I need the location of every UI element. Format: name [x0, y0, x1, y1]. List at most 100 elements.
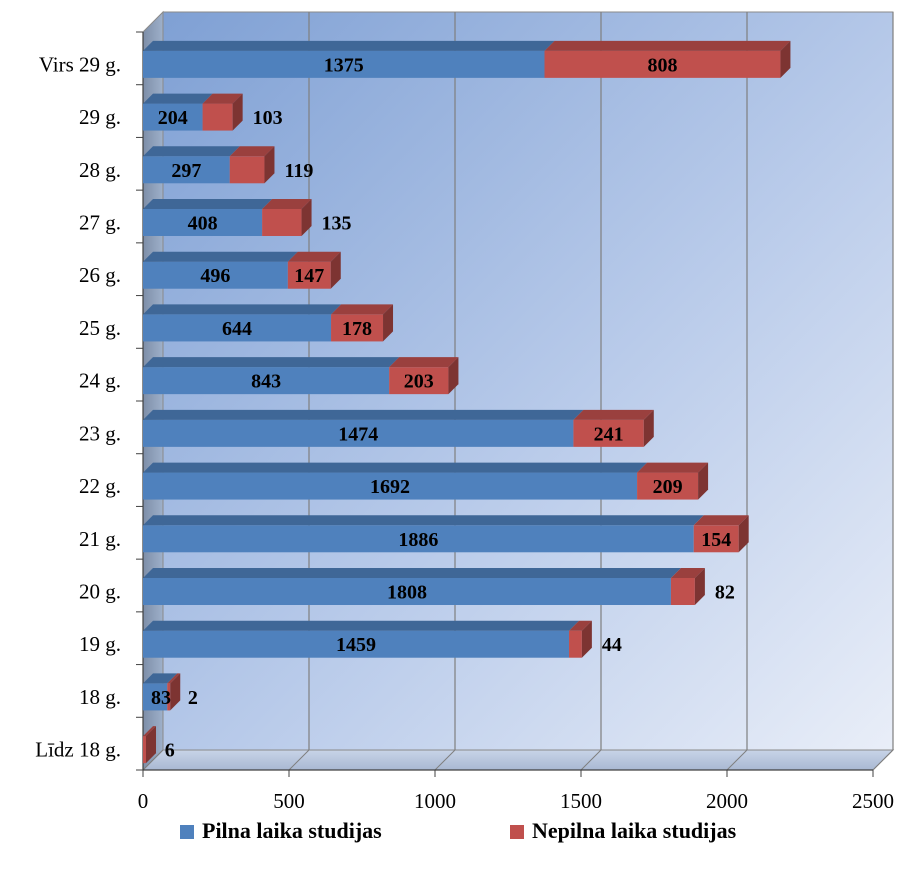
bar-front — [331, 314, 384, 342]
data-label-part-time: 209 — [653, 476, 683, 498]
x-tick-label: 0 — [138, 789, 149, 813]
data-label-full-time: 204 — [158, 107, 188, 129]
data-label-full-time: 1474 — [338, 423, 378, 445]
bar-side — [448, 357, 459, 395]
data-label-part-time: 44 — [602, 634, 622, 656]
bar-top — [573, 409, 654, 420]
data-label-full-time: 1886 — [398, 529, 438, 551]
bar-front — [143, 156, 230, 184]
data-label-full-time: 843 — [251, 371, 281, 393]
bar-front — [143, 209, 263, 236]
bar-segment-full-time — [143, 199, 273, 236]
bar-front — [389, 367, 449, 395]
bar-front — [262, 209, 302, 236]
x-tick-label: 2500 — [852, 789, 894, 813]
bar-front — [544, 50, 781, 78]
bar-top — [143, 673, 178, 684]
bar-front — [693, 525, 739, 553]
bar-segment-part-time — [544, 40, 791, 78]
bar-segment-full-time — [143, 251, 298, 289]
category-label: 23 g. — [79, 421, 121, 445]
bar-side — [643, 409, 654, 447]
legend: Pilna laika studijas Nepilna laika studij… — [180, 818, 737, 843]
bar-top — [143, 726, 156, 737]
data-label-full-time: 1459 — [336, 634, 376, 656]
bar-segment-part-time — [229, 146, 275, 184]
bar-segment-full-time — [143, 673, 178, 711]
data-label-part-time: 82 — [715, 582, 735, 604]
bar-top — [569, 620, 592, 631]
bar-segment-part-time — [637, 462, 709, 500]
data-labels: 6 83 2 1459 44 1808 82 1886 154 1692 209 1474 241 843… — [151, 54, 735, 761]
bar-segment-full-time — [143, 40, 555, 78]
bar-segment-full-time — [143, 515, 704, 553]
bar-top — [202, 93, 243, 104]
bar-top — [167, 673, 181, 684]
bar-top — [693, 515, 749, 526]
category-label: Virs 29 g. — [39, 52, 121, 76]
bar-front — [143, 261, 288, 289]
floor-gridline — [288, 749, 310, 771]
bar-top — [331, 304, 394, 315]
x-tick-label: 500 — [273, 789, 305, 813]
floor-gridline — [726, 749, 748, 771]
bar-top — [143, 462, 648, 473]
bar-segment-full-time — [143, 357, 400, 395]
bar-front — [143, 419, 574, 447]
data-label-part-time: 203 — [404, 371, 434, 393]
category-label: 19 g. — [79, 632, 121, 656]
legend-item-full-time: Pilna laika studijas — [180, 818, 382, 843]
category-label: 24 g. — [79, 369, 121, 393]
category-label: 21 g. — [79, 527, 121, 551]
bar-top — [287, 251, 341, 262]
data-label-part-time: 178 — [342, 318, 372, 340]
bar-segment-full-time — [143, 146, 240, 184]
bar-top — [670, 568, 705, 578]
data-label-full-time: 297 — [171, 160, 201, 182]
bar-side — [698, 462, 709, 500]
legend-item-part-time: Nepilna laika studijas — [510, 818, 737, 843]
bar-top — [389, 357, 459, 368]
bar-segment-full-time — [143, 304, 342, 342]
data-label-part-time: 2 — [188, 687, 198, 709]
category-label: 26 g. — [79, 263, 121, 287]
category-label: 27 g. — [79, 211, 121, 235]
bar-segment-full-time — [143, 409, 584, 447]
category-label: 18 g. — [79, 685, 121, 709]
data-label-full-time: 1692 — [370, 476, 410, 498]
bar-top — [544, 40, 791, 51]
bar-segment-part-time — [202, 93, 243, 131]
bar-front — [229, 156, 265, 184]
bar-front — [143, 683, 168, 711]
bar-top — [262, 199, 312, 209]
legend-label: Nepilna laika studijas — [532, 818, 737, 843]
bar-front — [143, 525, 694, 553]
floor-gridline — [142, 749, 164, 771]
bar-front — [637, 472, 699, 500]
bar-segment-part-time — [167, 673, 181, 711]
bar-side — [264, 146, 275, 184]
legend-swatch — [510, 825, 524, 839]
bar-front — [670, 578, 695, 605]
bar-front — [573, 419, 644, 447]
bar-side — [780, 40, 791, 78]
bar-front — [167, 683, 171, 711]
x-tick-label: 1000 — [414, 789, 456, 813]
data-label-full-time: 496 — [200, 265, 230, 287]
bar-top — [143, 40, 555, 51]
bars — [143, 40, 791, 764]
data-label-part-time: 154 — [701, 529, 731, 551]
bar-segment-part-time — [569, 620, 592, 658]
bar-front — [143, 314, 332, 342]
bar-segment-part-time — [389, 357, 459, 395]
bar-front — [143, 367, 390, 395]
bar-segment-part-time — [262, 199, 312, 236]
floor — [141, 749, 895, 771]
data-label-part-time: 135 — [322, 213, 352, 235]
data-label-full-time: 1375 — [324, 54, 364, 76]
data-label-part-time: 241 — [594, 423, 624, 445]
bar-segment-full-time — [143, 568, 681, 605]
bar-front — [143, 578, 671, 605]
bar-front — [143, 736, 146, 764]
